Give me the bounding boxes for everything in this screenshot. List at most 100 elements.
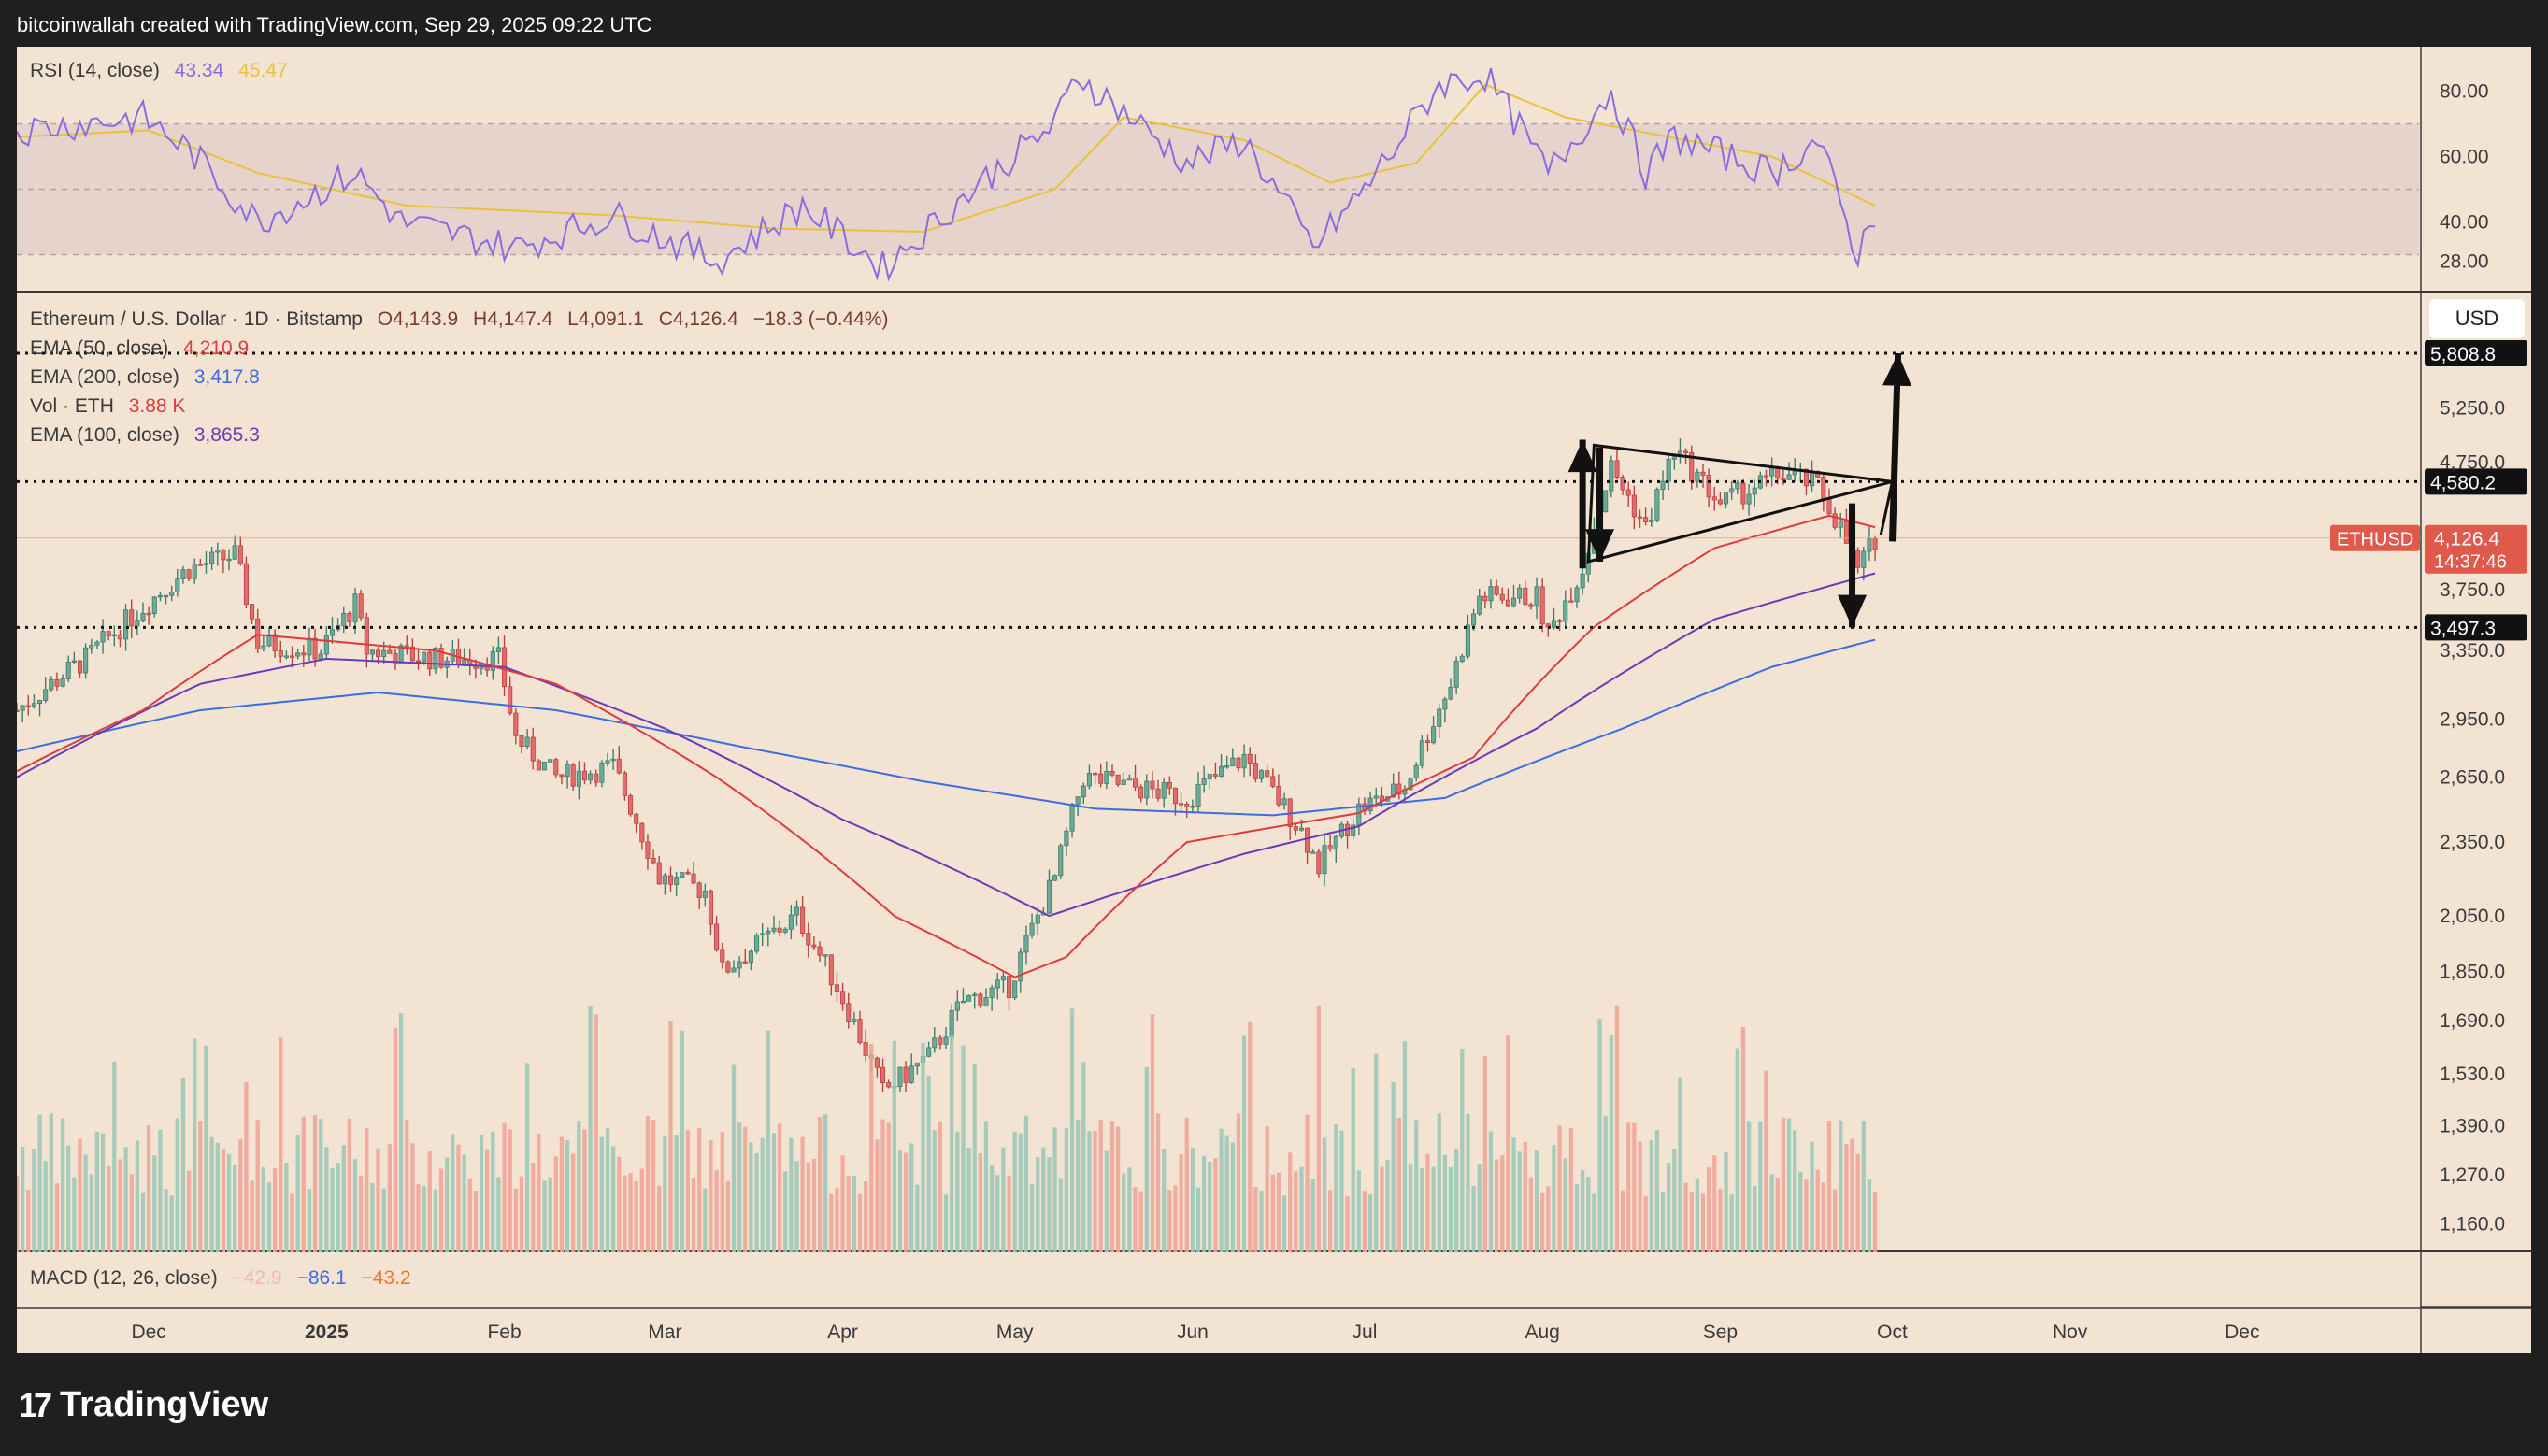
volume-bar: [319, 1119, 323, 1252]
candle-body: [1517, 587, 1523, 599]
candle-body: [237, 545, 243, 564]
candle-body: [301, 652, 307, 656]
volume-bar: [1224, 1135, 1229, 1252]
macd-legend: MACD (12, 26, close) −42.9 −86.1 −43.2: [30, 1267, 411, 1290]
candle-body: [541, 761, 548, 771]
candle-body: [250, 604, 255, 620]
volume-bar: [749, 1142, 753, 1252]
candle-body: [651, 858, 656, 864]
volume-bar: [1712, 1155, 1717, 1252]
candle-body: [909, 1065, 914, 1083]
candle-body: [1281, 798, 1287, 806]
candle-body: [766, 930, 771, 935]
candle-body: [782, 928, 788, 933]
volume-bar: [381, 1188, 386, 1252]
ema200-line: [17, 638, 1876, 817]
price-tick: 1,690.0: [2440, 1010, 2505, 1032]
volume-bar: [445, 1157, 450, 1252]
candle-body: [1293, 826, 1298, 831]
candle-body: [54, 678, 60, 687]
candle-body: [1528, 604, 1534, 607]
candle-body: [1614, 460, 1620, 478]
candle-body: [1179, 803, 1184, 806]
volume-bar: [943, 1194, 949, 1252]
candle-body: [289, 655, 295, 658]
volume-bar: [1649, 1140, 1653, 1252]
macd-signal-value: −43.2: [361, 1267, 411, 1289]
volume-bar: [783, 1171, 788, 1252]
volume-bar: [393, 1027, 398, 1252]
volume-bar: [347, 1118, 352, 1252]
volume-bar: [1155, 1113, 1161, 1252]
chart-svg[interactable]: 5,808.8 4,580.2 3,497.3 ETHUSD 4,126.414:37:…: [17, 47, 2531, 1353]
volume-bar: [1654, 1130, 1660, 1252]
candle-body: [123, 609, 129, 640]
volume-bar: [559, 1136, 565, 1252]
attribution-text: bitcoinwallah created with TradingView.c…: [17, 13, 652, 36]
candle-body: [1081, 785, 1086, 798]
candle-body: [462, 659, 467, 665]
candle-body: [897, 1066, 903, 1088]
volume-bar: [610, 1146, 616, 1252]
volume-bar: [645, 1116, 651, 1252]
time-tick: Jun: [1177, 1321, 1209, 1343]
candle-body: [788, 914, 794, 930]
candle-body: [639, 822, 645, 843]
candle-body: [1322, 845, 1327, 875]
candle-body: [954, 1001, 960, 1011]
tradingview-logo[interactable]: 17 TradingView: [19, 1385, 268, 1425]
candle-body: [1373, 795, 1379, 799]
candle-body: [77, 660, 83, 674]
candle-body: [209, 551, 215, 564]
candle-body: [622, 772, 627, 796]
volume-bar: [370, 1182, 375, 1252]
volume-bar: [1815, 1169, 1820, 1252]
candle-body: [771, 927, 777, 932]
volume-bar: [1758, 1121, 1763, 1252]
volume-bar: [1511, 1137, 1516, 1252]
candle-body: [656, 862, 662, 885]
volume-bar: [307, 1189, 312, 1252]
candle-body: [880, 1066, 886, 1083]
volume-bar: [290, 1193, 294, 1252]
candle-body: [1018, 951, 1023, 982]
volume-bar: [1557, 1125, 1562, 1252]
symbol-badge-bg: [2330, 524, 2420, 551]
rsi-tick: 28.00: [2440, 251, 2489, 273]
rsi-tick: 60.00: [2440, 147, 2489, 168]
volume-bar: [1402, 1041, 1408, 1252]
candle-body: [1132, 778, 1138, 788]
time-tick: Feb: [487, 1321, 521, 1343]
candle-body: [1276, 785, 1281, 806]
volume-bar: [1012, 1131, 1017, 1252]
candle-body: [151, 596, 157, 614]
volume-bar: [1190, 1148, 1195, 1252]
volume-value: 3.88 K: [128, 395, 186, 417]
candle-body: [634, 813, 639, 824]
candle-body: [1792, 470, 1797, 476]
candle-body: [1167, 781, 1172, 789]
volume-bar: [932, 1130, 937, 1252]
candle-body: [1144, 780, 1150, 799]
candle-body: [438, 648, 444, 668]
chart-container[interactable]: 5,808.8 4,580.2 3,497.3 ETHUSD 4,126.4 14:37:…: [17, 47, 2531, 1353]
volume-bar: [1241, 1035, 1247, 1252]
volume-bar: [66, 1145, 71, 1252]
time-tick: Sep: [1703, 1321, 1738, 1343]
volume-bar: [1093, 1131, 1097, 1252]
candle-body: [43, 689, 49, 701]
candle-body: [1637, 516, 1643, 519]
volume-bar: [1850, 1138, 1854, 1252]
volume-bar: [1001, 1147, 1006, 1252]
volume-bar: [1678, 1077, 1682, 1252]
candle-body: [599, 762, 605, 783]
volume-bar: [1374, 1053, 1379, 1252]
currency-button[interactable]: USD: [2429, 299, 2525, 338]
volume-bar: [1081, 1062, 1086, 1252]
volume-bar: [1236, 1113, 1241, 1252]
volume-bar: [78, 1138, 82, 1252]
candle-body: [318, 653, 323, 660]
candle-body: [1104, 770, 1109, 784]
volume-bar: [720, 1132, 724, 1252]
volume-bar: [634, 1181, 638, 1252]
